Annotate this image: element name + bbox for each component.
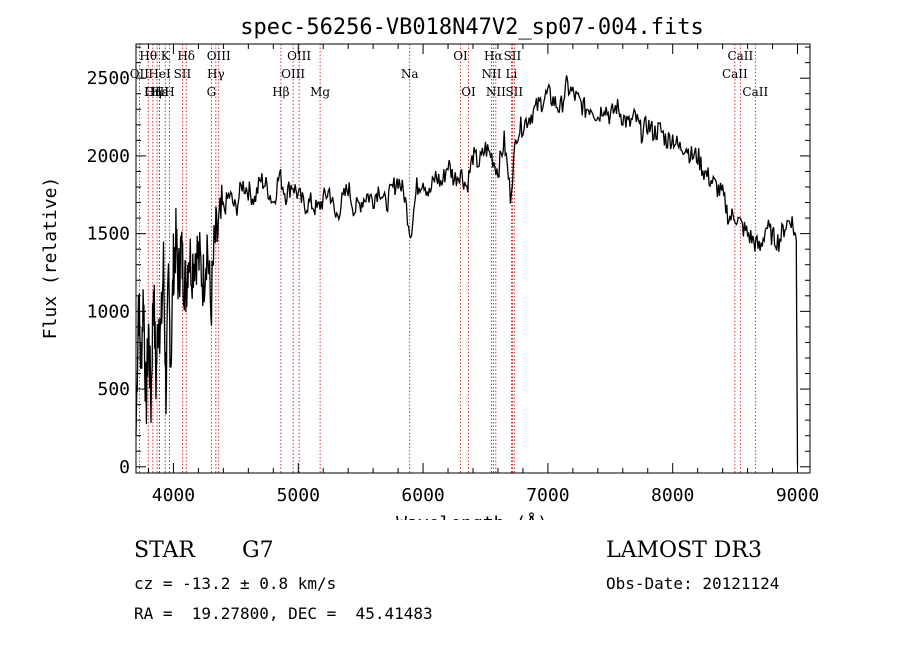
spectral-line-label: SII <box>174 67 192 81</box>
spectral-line-label: SII <box>505 85 523 99</box>
y-tick-label: 500 <box>97 379 130 400</box>
spectral-line-label: CaII <box>722 67 748 81</box>
survey-name: LAMOST DR3 <box>606 538 762 563</box>
x-tick-label: 4000 <box>152 485 195 506</box>
spectral-line-label: NII <box>486 85 506 99</box>
spectral-line-label: Na <box>401 67 419 81</box>
spectral-line-label: OIII <box>287 49 311 63</box>
spectral-line-label: Mg <box>310 85 330 99</box>
x-axis-label: Wavelength (Å) <box>396 512 548 520</box>
x-tick-label: 7000 <box>526 485 569 506</box>
spectral-line-label: Hδ <box>177 49 195 63</box>
spectral-line-markers <box>138 44 756 473</box>
spectral-line-label: Hη <box>144 85 162 99</box>
spectral-line-label: HeI <box>148 67 171 81</box>
spectral-line-label: NII <box>481 67 501 81</box>
spectral-line-label: Hε <box>151 85 168 99</box>
chart-title: spec-56256-VB018N47V2_sp07-004.fits <box>240 15 704 40</box>
spectral-line-label: G <box>207 85 217 99</box>
y-tick-label: 0 <box>119 457 130 478</box>
object-class: STAR <box>134 538 195 563</box>
y-tick-label: 2000 <box>87 146 130 167</box>
spectral-line-label: Hθ <box>139 49 157 63</box>
spectral-line-label: CaII <box>742 85 768 99</box>
spectral-line-label: Hα <box>484 49 503 63</box>
x-axis-ticks: 4000 5000 6000 7000 8000 9000 <box>147 44 819 506</box>
y-tick-label: 1000 <box>87 301 130 322</box>
spectral-line-label: OIII <box>281 67 305 81</box>
x-tick-label: 6000 <box>401 485 444 506</box>
spectral-line-label: OI <box>453 49 468 63</box>
spectral-line-label: OIII <box>145 85 169 99</box>
spectral-line-label: Hβ <box>272 85 289 99</box>
spectral-line-label: SII <box>504 49 522 63</box>
object-subclass: G7 <box>242 538 274 563</box>
y-tick-label: 2500 <box>87 68 130 89</box>
spectral-line-label: OI <box>461 85 476 99</box>
x-tick-label: 9000 <box>776 485 819 506</box>
spectral-line-label: Hγ <box>207 67 225 81</box>
redshift-text: cz = -13.2 ± 0.8 km/s <box>134 574 337 593</box>
spectral-line-label: CaII <box>727 49 753 63</box>
obs-date: Obs-Date: 20121124 <box>606 574 780 593</box>
spectral-line-label: OII <box>130 67 150 81</box>
spectrum-chart: spec-56256-VB018N47V2_sp07-004.fits Hθ OI… <box>40 15 819 520</box>
spectral-line-label: Li <box>506 67 518 81</box>
coordinates: RA = 19.27800, DEC = 45.41483 <box>134 604 433 623</box>
x-tick-label: 5000 <box>277 485 320 506</box>
y-axis-label: Flux (relative) <box>40 177 61 340</box>
y-axis-ticks: 0 500 1000 1500 2000 2500 <box>87 46 810 478</box>
spectral-line-label: OIII <box>207 49 231 63</box>
spectral-line-label: H <box>164 85 174 99</box>
spectral-line-label: K <box>161 49 171 63</box>
y-tick-label: 1500 <box>87 224 130 245</box>
plot-frame <box>135 43 811 474</box>
x-tick-label: 8000 <box>651 485 694 506</box>
spectrum-line <box>135 75 799 467</box>
